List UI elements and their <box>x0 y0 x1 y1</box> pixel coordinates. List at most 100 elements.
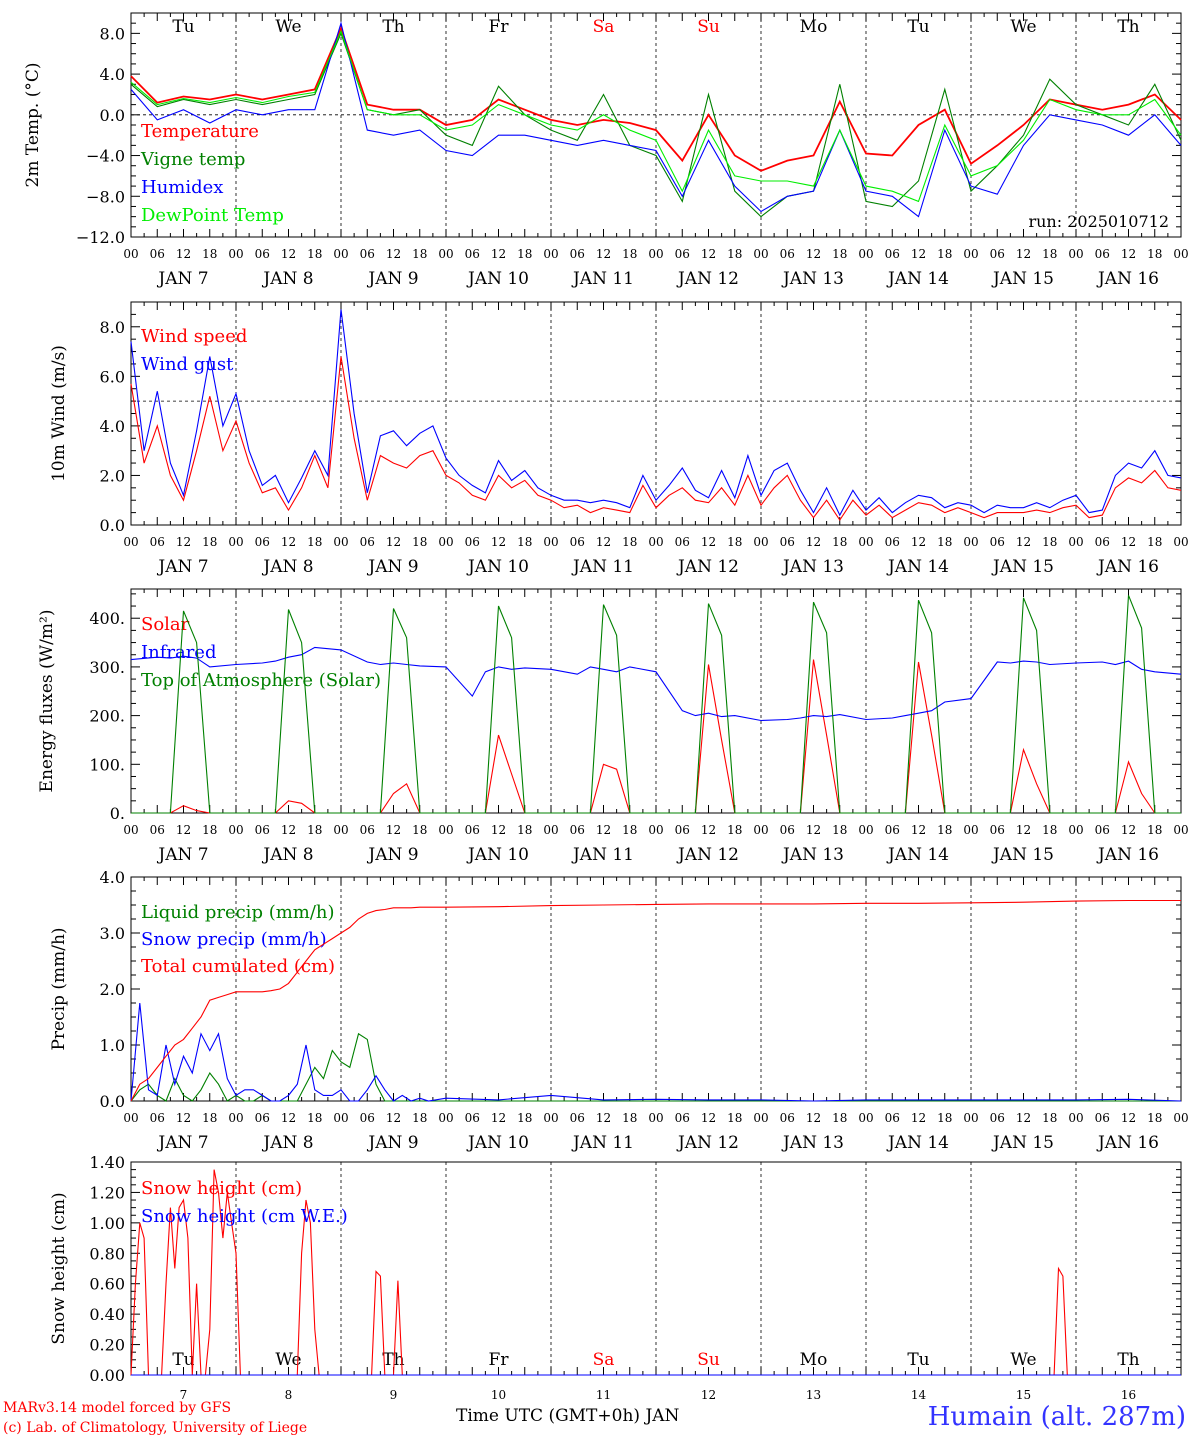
hour-label: 06 <box>1095 535 1110 549</box>
hour-label: 06 <box>570 247 585 261</box>
y-tick-label: 4.0 <box>100 65 125 84</box>
x-axis-title: Time UTC (GMT+0h) JAN <box>456 1406 680 1426</box>
hour-label: 18 <box>727 247 742 261</box>
date-label: JAN 8 <box>261 557 313 577</box>
hour-label: 12 <box>701 535 716 549</box>
hour-label: 06 <box>675 247 690 261</box>
legend-entry: DewPoint Temp <box>141 205 284 226</box>
hour-label: 00 <box>228 823 243 837</box>
hour-label: 00 <box>1173 1111 1188 1125</box>
weekday-label: Th <box>1117 17 1139 37</box>
panel-3: 0. 100. 200. 300. 400. Energy fluxes (W/m²) 00… <box>37 588 1189 865</box>
series-line-total-cumulated-cm <box>130 899 1181 1102</box>
hour-label: 12 <box>701 247 716 261</box>
series-line-humidex <box>130 21 1182 218</box>
hour-label: 18 <box>307 247 322 261</box>
hour-label: 12 <box>281 535 296 549</box>
legend-entry: Snow height (cm W.E.) <box>141 1206 348 1227</box>
date-label: JAN 15 <box>991 845 1054 865</box>
y-tick-label: 3.0 <box>100 924 125 943</box>
hour-label: 12 <box>491 823 506 837</box>
y-axis-label: Energy fluxes (W/m²) <box>37 610 57 793</box>
series-line-temperature <box>130 25 1182 172</box>
hour-label: 12 <box>491 535 506 549</box>
date-label: JAN 8 <box>261 845 313 865</box>
hour-label: 18 <box>412 823 427 837</box>
date-label: JAN 13 <box>781 557 844 577</box>
hour-label: 06 <box>465 535 480 549</box>
hour-label: 06 <box>675 535 690 549</box>
panel-5: 0.00 0.20 0.40 0.60 0.80 1.00 1.20 1.40 Snow hei… <box>49 1153 1182 1402</box>
y-tick-label: 400. <box>89 609 125 628</box>
hour-label: 18 <box>307 535 322 549</box>
series-line-snow-precip-mm-h <box>130 1002 1182 1102</box>
date-label: JAN 7 <box>156 1133 208 1153</box>
panel-1: −12.0 −8.0 −4.0 0.0 4.0 8.0 2m Temp. (°C) 00 06 1… <box>23 12 1189 289</box>
hour-label: 06 <box>990 247 1005 261</box>
hour-label: 12 <box>911 823 926 837</box>
hour-label: 00 <box>1068 535 1083 549</box>
hour-label: 12 <box>911 1111 926 1125</box>
date-label: JAN 9 <box>366 269 418 289</box>
hour-label: 18 <box>622 1111 637 1125</box>
hour-label: 18 <box>1147 1111 1162 1125</box>
date-label: JAN 8 <box>261 1133 313 1153</box>
hour-label: 18 <box>832 1111 847 1125</box>
hour-label: 12 <box>176 1111 191 1125</box>
hour-label: 00 <box>963 1111 978 1125</box>
hour-label: 06 <box>465 1111 480 1125</box>
date-label: JAN 15 <box>991 1133 1054 1153</box>
date-label: JAN 12 <box>676 1133 739 1153</box>
hour-label: 06 <box>570 535 585 549</box>
legend-entry: Total cumulated (cm) <box>141 956 335 977</box>
hour-label: 00 <box>438 247 453 261</box>
hour-label: 12 <box>596 247 611 261</box>
date-label: JAN 12 <box>676 557 739 577</box>
hour-label: 00 <box>123 823 138 837</box>
weekday-label: We <box>275 17 301 37</box>
date-label: JAN 11 <box>571 845 634 865</box>
legend-entry: Wind speed <box>141 326 247 347</box>
hour-label: 18 <box>307 823 322 837</box>
hour-label: 06 <box>885 247 900 261</box>
hour-label: 00 <box>228 1111 243 1125</box>
date-label: JAN 10 <box>466 269 529 289</box>
y-tick-label: 0.00 <box>89 1366 125 1385</box>
day-number-label: 8 <box>285 1388 293 1402</box>
hour-label: 18 <box>1042 535 1057 549</box>
hour-label: 00 <box>858 1111 873 1125</box>
panel-4: 0.0 1.0 2.0 3.0 4.0 Precip (mm/h) 00 06 12 18 JAN … <box>49 868 1189 1153</box>
legend-entry: Liquid precip (mm/h) <box>141 902 335 923</box>
legend-entry: Snow precip (mm/h) <box>141 929 327 950</box>
y-tick-label: 0. <box>110 804 125 823</box>
date-label: JAN 16 <box>1096 557 1159 577</box>
hour-label: 00 <box>123 535 138 549</box>
weekday-label: Tu <box>172 17 194 37</box>
series-line-top-of-atmosphere-solar <box>131 595 1181 814</box>
hour-label: 00 <box>963 535 978 549</box>
hour-label: 18 <box>202 535 217 549</box>
panel-2: 0.0 2.0 4.0 6.0 8.0 10m Wind (m/s) 00 06 12 18 JAN… <box>49 301 1189 577</box>
hour-label: 06 <box>570 1111 585 1125</box>
hour-label: 06 <box>150 823 165 837</box>
date-label: JAN 14 <box>886 269 949 289</box>
legend-entry: Humidex <box>141 177 223 198</box>
y-tick-label: 0.0 <box>100 106 125 125</box>
series-line-infrared <box>130 646 1182 722</box>
hour-label: 12 <box>806 1111 821 1125</box>
hour-label: 00 <box>648 535 663 549</box>
hour-label: 12 <box>491 247 506 261</box>
date-label: JAN 11 <box>571 269 634 289</box>
hour-label: 00 <box>228 535 243 549</box>
hour-label: 06 <box>465 823 480 837</box>
weekday-label: Sa <box>593 1350 615 1370</box>
hour-label: 00 <box>438 535 453 549</box>
weekday-label: Sa <box>593 17 615 37</box>
hour-label: 00 <box>1173 535 1188 549</box>
weekday-label: Fr <box>489 1350 510 1370</box>
hour-label: 12 <box>806 535 821 549</box>
day-number-label: 13 <box>806 1388 821 1402</box>
hour-label: 18 <box>727 535 742 549</box>
hour-label: 18 <box>1042 1111 1057 1125</box>
hour-label: 18 <box>412 247 427 261</box>
